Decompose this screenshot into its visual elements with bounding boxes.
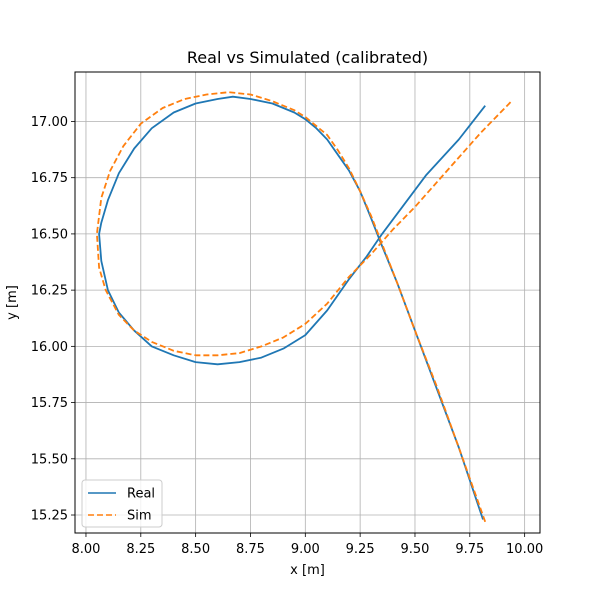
x-tick-label: 8.75 — [236, 542, 265, 557]
y-tick-label: 16.75 — [31, 171, 68, 186]
y-tick-label: 15.25 — [31, 509, 68, 524]
y-tick-label: 16.50 — [31, 227, 68, 242]
x-tick-label: 9.00 — [291, 542, 320, 557]
legend: Real Sim — [81, 479, 163, 528]
x-tick-label: 9.25 — [346, 542, 375, 557]
y-tick-label: 15.50 — [31, 452, 68, 467]
x-tick-label: 8.00 — [71, 542, 100, 557]
y-tick-label: 17.00 — [31, 115, 68, 130]
chart-title: Real vs Simulated (calibrated) — [187, 48, 428, 67]
y-tick-label: 16.00 — [31, 340, 68, 355]
x-tick-label: 8.25 — [126, 542, 155, 557]
x-axis-label: x [m] — [290, 563, 325, 578]
y-tick-label: 15.75 — [31, 396, 68, 411]
x-tick-label: 8.50 — [181, 542, 210, 557]
legend-label-real: Real — [127, 487, 155, 502]
x-tick-label: 10.00 — [506, 542, 543, 557]
ticks: 8.00 8.25 8.50 8.75 9.00 9.25 9.50 9.75 10.00 15.… — [31, 115, 543, 557]
y-axis-label: y [m] — [5, 285, 20, 320]
x-tick-label: 9.50 — [400, 542, 429, 557]
y-tick-label: 16.25 — [31, 284, 68, 299]
series-layer — [96, 91, 513, 523]
legend-label-sim: Sim — [127, 509, 152, 524]
grid — [75, 72, 540, 533]
series-line-real — [98, 95, 486, 520]
plot-frame — [74, 71, 541, 534]
series-line-sim — [96, 91, 513, 523]
x-tick-label: 9.75 — [455, 542, 484, 557]
